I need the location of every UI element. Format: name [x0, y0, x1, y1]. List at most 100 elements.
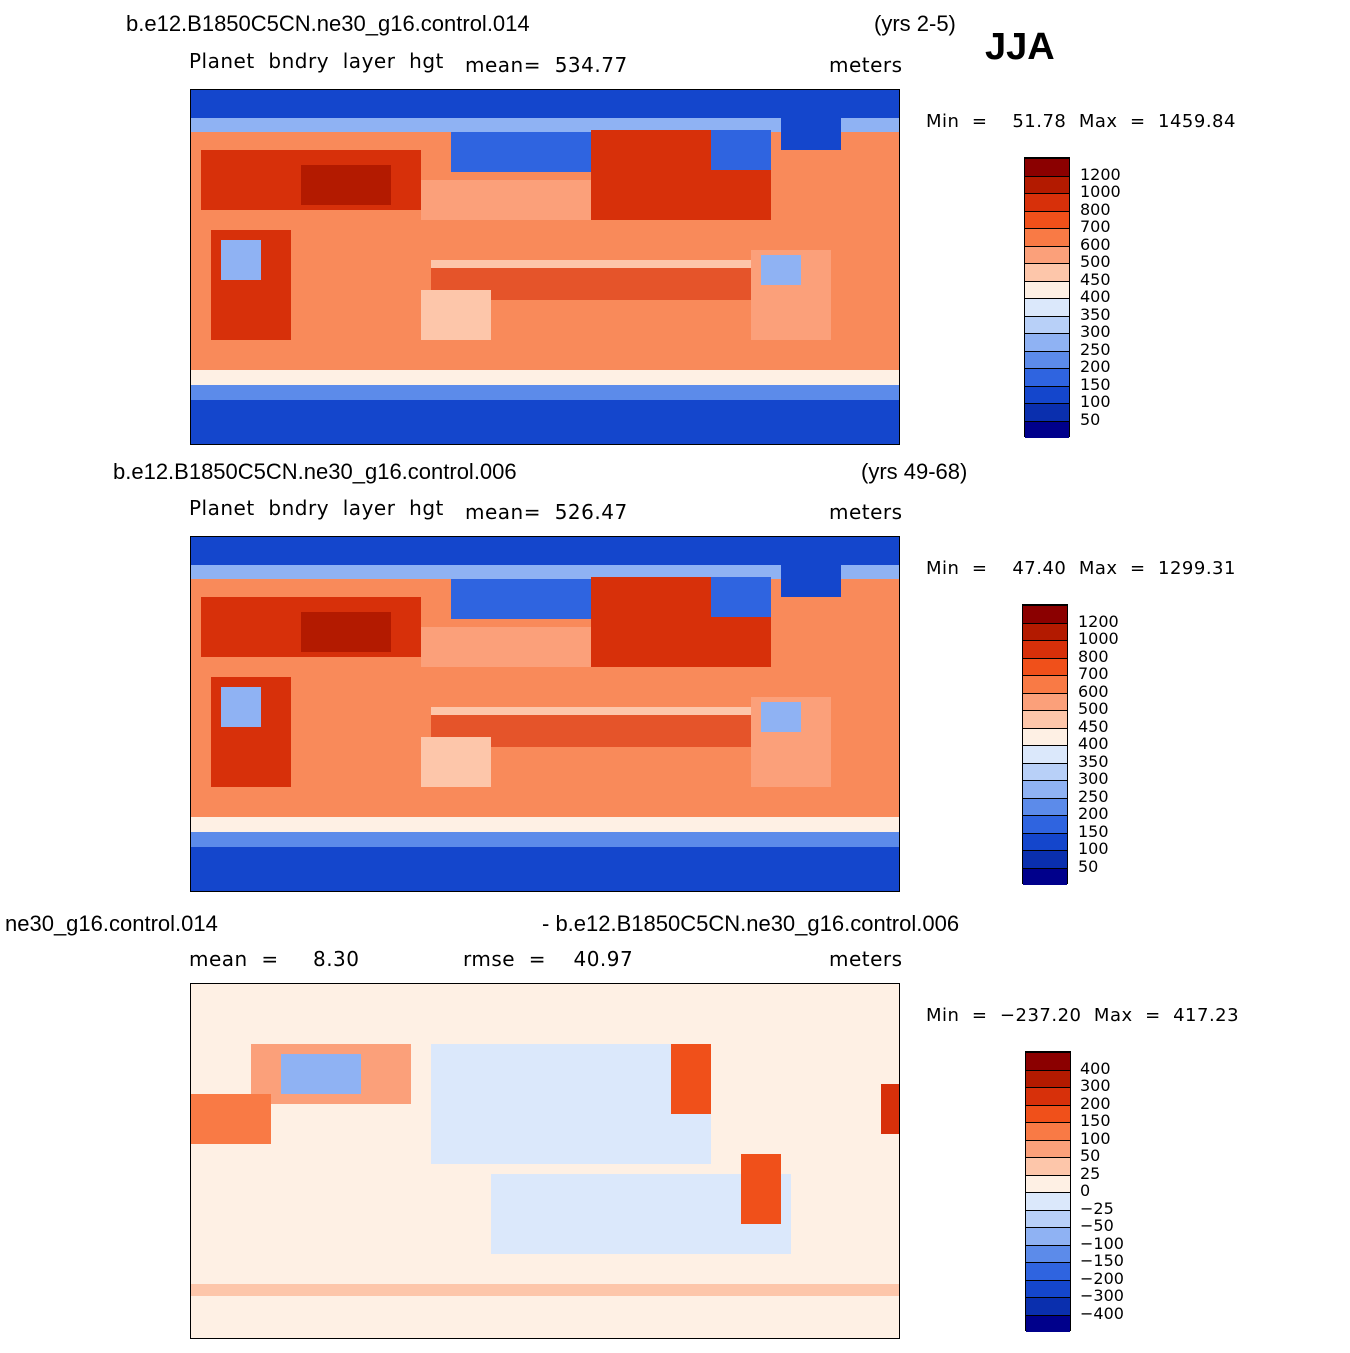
cb2-cell-0 [1023, 605, 1067, 623]
cb2-cell-5 [1023, 692, 1067, 711]
cb2-tick-label: 400 [1078, 734, 1109, 753]
cb1-tick-label: 100 [1080, 392, 1111, 411]
panel3-case-left: ne30_g16.control.014 [5, 911, 218, 936]
cb2-tick-label: 300 [1078, 769, 1109, 788]
cb1-cell-13 [1025, 385, 1069, 404]
cb1-tick-label: 800 [1080, 199, 1111, 219]
cb3-tick-label: 150 [1080, 1111, 1111, 1130]
cb2-cell-7 [1023, 727, 1067, 746]
cb1-tick-label: 1200 [1080, 164, 1121, 184]
cb1-tick-label: 200 [1080, 357, 1111, 376]
cb2-tick-label: 450 [1078, 716, 1109, 736]
cb1-cell-0 [1025, 158, 1069, 176]
cb1-cell-3 [1025, 210, 1069, 229]
cb1-tick-label: 450 [1080, 269, 1111, 289]
cb3-cell-13 [1026, 1279, 1070, 1298]
cb2-cell-6 [1023, 710, 1067, 728]
cb2-tick-label: 1000 [1078, 629, 1119, 648]
cb1-cell-1 [1025, 175, 1069, 194]
panel1-colorbar [1024, 157, 1070, 438]
cb1-cell-2 [1025, 193, 1069, 211]
cb3-cell-8 [1026, 1192, 1070, 1210]
cb2-tick-label: 700 [1078, 664, 1109, 683]
cb3-cell-9 [1026, 1209, 1070, 1228]
cb2-cell-15 [1023, 867, 1067, 885]
cb3-cell-10 [1026, 1227, 1070, 1245]
cb1-tick-label: 500 [1080, 252, 1111, 271]
cb1-cell-8 [1025, 298, 1069, 316]
panel2-minmax: Min = 47.40 Max = 1299.31 [926, 558, 1236, 579]
cb3-cell-14 [1026, 1297, 1070, 1315]
cb3-tick-label: 300 [1080, 1076, 1111, 1095]
cb3-cell-0 [1026, 1052, 1070, 1070]
cb1-cell-4 [1025, 228, 1069, 246]
cb3-tick-label: −150 [1080, 1251, 1124, 1270]
cb1-cell-9 [1025, 315, 1069, 334]
panel3-minmax: Min = −237.20 Max = 417.23 [926, 1005, 1240, 1026]
panel2-units: meters [829, 500, 903, 524]
cb3-cell-1 [1026, 1069, 1070, 1088]
cb3-cell-15 [1026, 1314, 1070, 1332]
panel1-case-title: b.e12.B1850C5CN.ne30_g16.control.014 [126, 11, 530, 36]
cb3-cell-5 [1026, 1139, 1070, 1158]
cb3-tick-label: 100 [1080, 1128, 1111, 1148]
cb1-tick-label: 150 [1080, 374, 1111, 394]
cb1-cell-6 [1025, 263, 1069, 281]
cb1-tick-label: 600 [1080, 234, 1111, 254]
cb2-cell-11 [1023, 797, 1067, 816]
cb1-tick-label: 1000 [1080, 182, 1121, 201]
cb1-tick-label: 250 [1080, 339, 1111, 359]
panel2-variable: Planet bndry layer hgt [189, 496, 444, 520]
cb2-cell-14 [1023, 850, 1067, 868]
cb3-tick-label: 200 [1080, 1093, 1111, 1113]
panel2-map-field [191, 537, 899, 891]
cb3-tick-label: −300 [1080, 1286, 1124, 1305]
cb1-cell-5 [1025, 245, 1069, 264]
cb2-cell-2 [1023, 640, 1067, 658]
season-label: JJA [985, 26, 1055, 68]
cb3-tick-label: −50 [1080, 1216, 1114, 1235]
panel3-rmse: rmse = 40.97 [463, 947, 634, 971]
panel1-map [190, 89, 900, 445]
cb3-tick-label: 50 [1080, 1146, 1101, 1165]
cb1-cell-15 [1025, 420, 1069, 438]
panel2-colorbar [1022, 604, 1068, 885]
cb3-tick-label: −200 [1080, 1268, 1124, 1288]
cb2-cell-13 [1023, 832, 1067, 851]
cb2-tick-label: 600 [1078, 681, 1109, 701]
panel3-mean: mean = 8.30 [189, 947, 360, 971]
cb3-tick-label: −400 [1080, 1303, 1124, 1323]
cb2-tick-label: 50 [1078, 856, 1099, 876]
cb2-tick-label: 800 [1078, 646, 1109, 666]
cb2-cell-3 [1023, 657, 1067, 676]
cb2-cell-9 [1023, 762, 1067, 781]
panel1-units: meters [829, 53, 903, 77]
cb3-cell-6 [1026, 1157, 1070, 1175]
cb3-cell-4 [1026, 1122, 1070, 1140]
cb3-tick-label: 400 [1080, 1058, 1111, 1078]
panel1-mean: mean= 534.77 [465, 53, 628, 77]
cb2-tick-label: 150 [1078, 821, 1109, 841]
cb2-tick-label: 100 [1078, 839, 1109, 858]
panel1-minmax: Min = 51.78 Max = 1459.84 [926, 111, 1236, 132]
cb2-tick-label: 1200 [1078, 611, 1119, 631]
cb2-cell-4 [1023, 675, 1067, 693]
cb2-tick-label: 250 [1078, 786, 1109, 806]
panel1-map-field [191, 90, 899, 444]
panel2-map [190, 536, 900, 892]
cb2-cell-12 [1023, 815, 1067, 833]
cb3-cell-3 [1026, 1104, 1070, 1123]
cb1-cell-14 [1025, 403, 1069, 421]
cb1-cell-10 [1025, 333, 1069, 351]
panel3-map [190, 983, 900, 1339]
panel2-case-title: b.e12.B1850C5CN.ne30_g16.control.006 [113, 459, 517, 484]
cb1-tick-label: 350 [1080, 304, 1111, 324]
cb3-cell-11 [1026, 1244, 1070, 1263]
cb1-tick-label: 300 [1080, 322, 1111, 341]
cb1-cell-12 [1025, 368, 1069, 386]
panel2-mean: mean= 526.47 [465, 500, 628, 524]
cb1-cell-7 [1025, 280, 1069, 299]
cb1-tick-label: 50 [1080, 409, 1101, 429]
cb2-cell-8 [1023, 745, 1067, 763]
cb1-tick-label: 400 [1080, 287, 1111, 306]
